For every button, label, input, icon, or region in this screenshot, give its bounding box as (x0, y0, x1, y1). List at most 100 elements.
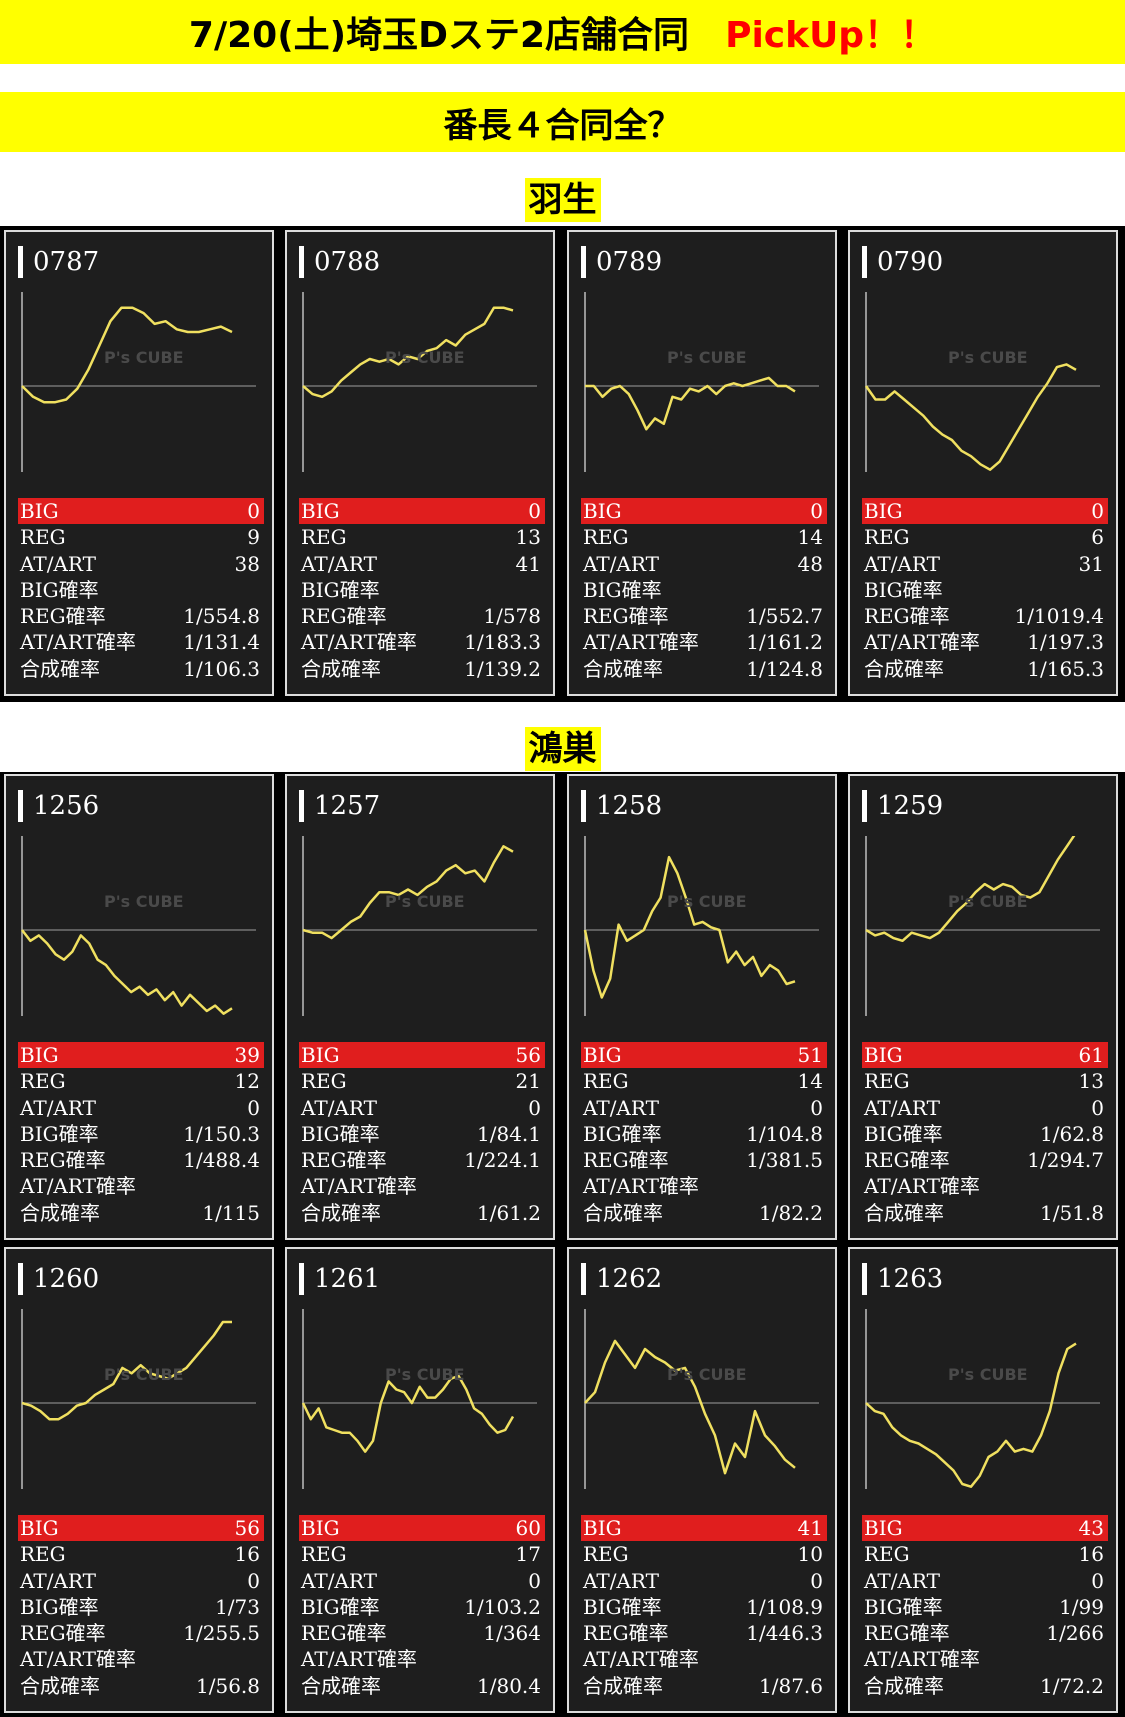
stat-value: 0 (1091, 1568, 1104, 1593)
stat-label: 合成確率 (301, 1673, 381, 1698)
machine-card: 0788 P's CUBE BIG 0 REG 13 AT/ART 41 BIG確率 REG確率 1… (285, 230, 555, 696)
watermark-logo: P's CUBE (667, 348, 747, 367)
stat-row-reg-rate: REG確率 1/1019.4 (862, 603, 1108, 629)
stat-label: AT/ART (583, 551, 659, 576)
machine-header: 0787 (18, 246, 99, 278)
stat-row-big: BIG 0 (18, 498, 264, 525)
slump-graph: P's CUBE (862, 1309, 1102, 1489)
stat-label: REG (301, 1069, 347, 1094)
stat-row-reg: REG 21 (299, 1068, 545, 1094)
stat-row-reg-rate: REG確率 1/266 (862, 1620, 1108, 1646)
title-marker (18, 790, 23, 822)
stat-value: 1/197.3 (1027, 630, 1104, 655)
slump-line (865, 836, 1076, 943)
stat-label: AT/ART確率 (864, 630, 980, 655)
stats-table: BIG 0 REG 9 AT/ART 38 BIG確率 REG確率 1/554.8 AT/ART確… (18, 498, 264, 682)
section-title: 鴻巣 (524, 727, 601, 771)
stat-row-at-rate: AT/ART確率 1/161.2 (581, 629, 827, 655)
slump-graph: P's CUBE (299, 1309, 539, 1489)
stat-label: REG (583, 1542, 629, 1567)
stat-label: AT/ART確率 (20, 1647, 136, 1672)
machine-number: 1259 (877, 791, 944, 821)
stat-value: 16 (1078, 1542, 1104, 1567)
stat-label: BIG (583, 1516, 622, 1540)
stat-value: 1/104.8 (746, 1121, 823, 1146)
stat-row-big-rate: BIG確率 1/103.2 (299, 1594, 545, 1620)
slump-graph: P's CUBE (18, 836, 258, 1016)
machine-header: 1257 (299, 790, 380, 822)
stat-label: REG確率 (301, 1148, 387, 1173)
slump-line (301, 1374, 515, 1453)
stat-value: 51 (797, 1043, 823, 1067)
stat-value: 39 (234, 1043, 260, 1067)
stat-label: AT/ART (301, 1095, 377, 1120)
stat-label: AT/ART (301, 1568, 377, 1593)
stat-row-at-rate: AT/ART確率 1/183.3 (299, 629, 545, 655)
stat-row-reg-rate: REG確率 1/488.4 (18, 1147, 264, 1173)
stat-value: 0 (810, 1095, 823, 1120)
stat-value: 1/139.2 (464, 656, 541, 681)
stat-row-reg: REG 16 (18, 1541, 264, 1567)
machine-card: 0790 P's CUBE BIG 0 REG 6 AT/ART 31 BIG確率 REG確率 1/… (848, 230, 1118, 696)
stat-row-reg: REG 14 (581, 1068, 827, 1094)
stat-row-at-rate: AT/ART確率 (862, 1646, 1108, 1672)
stat-value: 1/552.7 (746, 604, 823, 629)
stat-value: 0 (810, 499, 823, 523)
stat-label: 合成確率 (301, 1200, 381, 1225)
stat-row-big-rate: BIG確率 1/104.8 (581, 1121, 827, 1147)
machine-number: 1256 (33, 791, 100, 821)
stat-label: AT/ART確率 (583, 1647, 699, 1672)
slump-line (583, 855, 796, 999)
machine-card: 1259 P's CUBE BIG 61 REG 13 AT/ART 0 BIG確率 1/62.8… (848, 774, 1118, 1240)
stat-value: 9 (247, 525, 260, 550)
stat-label: REG (301, 525, 347, 550)
stat-value: 48 (797, 551, 823, 576)
stat-value: 1/61.2 (477, 1200, 541, 1225)
machine-number: 1263 (877, 1264, 944, 1294)
stat-value: 13 (1078, 1069, 1104, 1094)
slump-line (864, 363, 1077, 471)
stat-row-total-rate: 合成確率 1/87.6 (581, 1673, 827, 1699)
stat-value: 1/488.4 (183, 1148, 260, 1173)
stat-value: 0 (528, 1095, 541, 1120)
stat-label: BIG確率 (583, 577, 662, 602)
stats-table: BIG 0 REG 13 AT/ART 41 BIG確率 REG確率 1/578 AT/ART確率… (299, 498, 545, 682)
machine-number: 1262 (596, 1264, 663, 1294)
slump-line (302, 306, 514, 399)
stat-label: REG確率 (864, 1621, 950, 1646)
stat-row-at: AT/ART 0 (862, 1568, 1108, 1594)
machine-card: 0787 P's CUBE BIG 0 REG 9 AT/ART 38 BIG確率 REG確率 1/… (4, 230, 274, 696)
stat-row-reg: REG 13 (299, 524, 545, 550)
stat-row-total-rate: 合成確率 1/115 (18, 1200, 264, 1226)
stat-row-reg: REG 16 (862, 1541, 1108, 1567)
slump-graph-svg (21, 292, 256, 472)
slump-line (585, 376, 796, 431)
stat-label: BIG (583, 499, 622, 523)
slump-line (584, 1339, 796, 1475)
stat-value: 1/84.1 (477, 1121, 541, 1146)
stat-label: AT/ART (864, 1095, 940, 1120)
stats-table: BIG 0 REG 14 AT/ART 48 BIG確率 REG確率 1/552.7 AT/ART… (581, 498, 827, 682)
subtitle-banner: 番長４合同全？ (0, 92, 1125, 152)
stat-label: AT/ART (20, 1095, 96, 1120)
stat-label: AT/ART確率 (583, 1174, 699, 1199)
watermark-logo: P's CUBE (948, 892, 1028, 911)
stat-value: 1/446.3 (746, 1621, 823, 1646)
stats-table: BIG 43 REG 16 AT/ART 0 BIG確率 1/99 REG確率 1/266 AT/A… (862, 1515, 1108, 1699)
machine-header: 1263 (862, 1263, 943, 1295)
stats-table: BIG 39 REG 12 AT/ART 0 BIG確率 1/150.3 REG確率 1/488.… (18, 1042, 264, 1226)
stat-label: BIG確率 (864, 577, 943, 602)
watermark-logo: P's CUBE (948, 1365, 1028, 1384)
stat-label: AT/ART確率 (301, 1647, 417, 1672)
stat-row-reg-rate: REG確率 1/381.5 (581, 1147, 827, 1173)
stat-row-big: BIG 0 (862, 498, 1108, 525)
stat-label: REG (20, 525, 66, 550)
header-banner: 7/20(土)埼玉Dステ2店舗合同 PickUp！！ (0, 0, 1125, 64)
machine-card: 1260 P's CUBE BIG 56 REG 16 AT/ART 0 BIG確率 1/73 RE… (4, 1247, 274, 1713)
watermark-logo: P's CUBE (667, 892, 747, 911)
section-label-konosu: 鴻巣 (0, 727, 1125, 771)
stat-value: 0 (247, 499, 260, 523)
stat-row-big-rate: BIG確率 (18, 577, 264, 603)
slump-graph: P's CUBE (18, 292, 258, 472)
stat-row-big-rate: BIG確率 (299, 577, 545, 603)
